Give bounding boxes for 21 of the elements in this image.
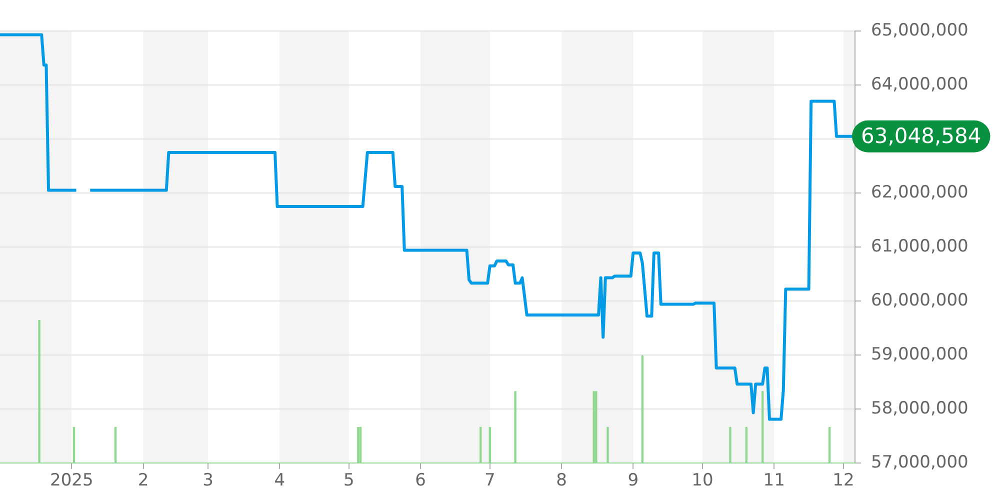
y-tick-label: 59,000,000 bbox=[871, 344, 968, 364]
x-tick-label: 9 bbox=[628, 470, 639, 491]
x-tick-label: 8 bbox=[556, 470, 567, 491]
x-tick-label: 11 bbox=[763, 470, 785, 491]
x-tick-label: 7 bbox=[484, 470, 496, 491]
x-tick-label: 2025 bbox=[50, 470, 94, 491]
x-tick-label: 10 bbox=[692, 470, 714, 491]
y-tick-label: 65,000,000 bbox=[871, 20, 968, 40]
x-tick-label: 5 bbox=[344, 470, 354, 491]
y-tick-label: 61,000,000 bbox=[871, 236, 968, 256]
y-tick-label: 57,000,000 bbox=[871, 452, 968, 472]
y-tick-label: 58,000,000 bbox=[871, 398, 968, 418]
y-tick-label: 62,000,000 bbox=[871, 182, 968, 202]
data-label: 63,048,584 bbox=[861, 124, 982, 148]
x-tick-label: 4 bbox=[274, 470, 286, 491]
x-tick-label: 3 bbox=[202, 470, 214, 491]
y-tick-label: 60,000,000 bbox=[871, 290, 968, 310]
y-tick-label: 64,000,000 bbox=[871, 74, 968, 94]
x-tick-label: 6 bbox=[415, 470, 426, 491]
x-tick-label: 2 bbox=[138, 470, 149, 491]
x-tick-label: 12 bbox=[832, 470, 854, 491]
